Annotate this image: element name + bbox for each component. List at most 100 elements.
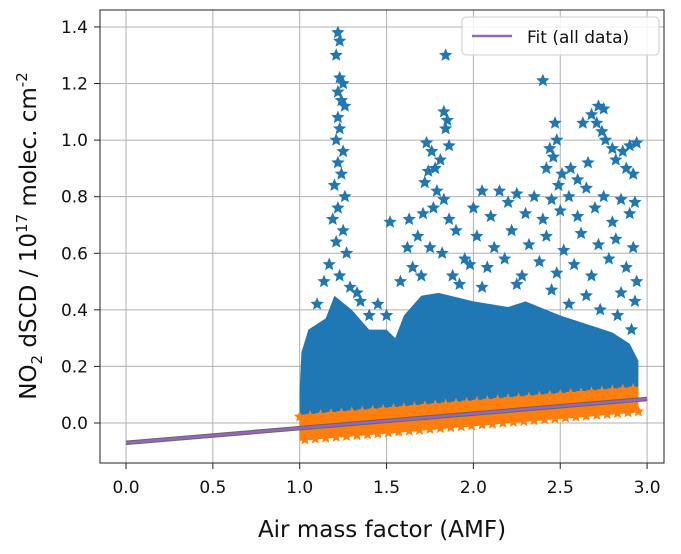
fit-data-point xyxy=(351,429,363,441)
all-data-point xyxy=(402,212,416,225)
all-data-point xyxy=(544,283,559,296)
fit-data-point xyxy=(481,394,493,406)
fit-data-point xyxy=(565,387,577,399)
all-data-point xyxy=(362,308,376,322)
fit-data-point xyxy=(419,400,431,412)
fit-data-point xyxy=(356,405,368,417)
all-data-point xyxy=(548,116,562,129)
all-data-point xyxy=(336,76,350,90)
fit-data-point xyxy=(325,408,337,419)
all-data-point xyxy=(619,161,633,175)
all-data-point xyxy=(553,203,567,217)
all-data-point xyxy=(610,308,625,322)
fit-data-point xyxy=(393,425,405,437)
fit-data-point xyxy=(398,402,410,413)
all-data-point xyxy=(428,161,442,175)
all-data-point xyxy=(435,246,449,259)
x-axis: 0.0 0.5 1.0 1.5 2.0 2.5 3.0 xyxy=(112,463,661,498)
all-data-point xyxy=(426,201,441,214)
all-data-point xyxy=(623,206,637,220)
all-data-point xyxy=(470,229,484,242)
all-data-point xyxy=(371,297,385,310)
all-data-point xyxy=(405,260,420,274)
all-data-point xyxy=(562,297,576,310)
all-data-point xyxy=(498,251,512,265)
all-data-point xyxy=(326,212,340,225)
fit-data-point xyxy=(413,424,426,435)
all-data-point xyxy=(550,266,564,279)
all-data-point xyxy=(551,178,566,191)
all-data-point xyxy=(567,257,581,271)
fit-data-point xyxy=(523,391,535,403)
fit-data-point xyxy=(294,410,306,422)
all-data-point xyxy=(624,322,639,336)
fit-data-point xyxy=(377,403,389,415)
fit-data-point xyxy=(372,427,384,439)
all-data-point xyxy=(579,288,593,302)
all-data-point xyxy=(616,144,630,158)
fit-data-point xyxy=(366,404,379,416)
fit-data-point xyxy=(596,385,608,397)
all-data-point xyxy=(338,189,352,203)
all-data-point xyxy=(574,226,588,240)
fit-data-point xyxy=(617,383,629,395)
plot-frame xyxy=(99,9,665,464)
all-data-point xyxy=(419,135,434,149)
y-tick-label: 0.8 xyxy=(61,188,88,208)
all-data-point xyxy=(437,192,451,206)
x-tick-label: 2.0 xyxy=(460,478,487,498)
fit-data-point xyxy=(575,387,587,398)
all-data-point xyxy=(350,285,364,299)
all-data-point xyxy=(536,73,550,87)
all-data-point xyxy=(466,201,481,214)
all-data-point xyxy=(445,268,460,282)
y-axis: 0.0 0.2 0.4 0.6 0.8 1.0 1.2 1.4 xyxy=(61,18,100,434)
all-data-point xyxy=(628,294,642,307)
all-data-point xyxy=(334,167,348,180)
y-tick-label: 1.0 xyxy=(61,131,88,151)
all-data-point xyxy=(329,48,343,61)
all-data-point xyxy=(562,189,576,203)
all-data-point xyxy=(452,277,467,290)
fit-data-point xyxy=(554,388,566,400)
fit-data-point xyxy=(361,428,374,440)
all-data-point xyxy=(484,209,498,223)
all-data-point xyxy=(437,104,451,118)
all-data-point xyxy=(532,254,547,268)
all-data-point xyxy=(546,150,560,163)
all-data-point xyxy=(439,121,453,135)
all-data-point xyxy=(442,138,456,152)
fit-data-point xyxy=(387,402,400,414)
x-tick-label: 0.0 xyxy=(112,478,139,498)
y-axis-label: NO2 dSCD / 1017 molec. cm-2 xyxy=(13,72,46,400)
y-tick-label: 1.4 xyxy=(61,18,88,38)
all-data-point xyxy=(527,189,541,203)
all-data-point xyxy=(605,215,619,228)
data-marks xyxy=(125,25,648,446)
all-data-point xyxy=(331,85,345,98)
all-data-point xyxy=(626,167,640,180)
all-data-point xyxy=(383,215,397,228)
all-data-point xyxy=(475,184,489,197)
all-data-point xyxy=(418,175,432,189)
fit-data-point xyxy=(601,408,613,420)
all-data-point xyxy=(411,229,425,242)
fit-data-point xyxy=(632,405,645,417)
fit-data-point xyxy=(538,413,551,425)
all-data-point xyxy=(630,274,644,288)
all-data-point xyxy=(628,195,642,208)
x-tick-label: 3.0 xyxy=(634,478,661,498)
all-data-point xyxy=(439,48,453,61)
fit-data-point xyxy=(585,386,598,397)
fit-data-point xyxy=(606,384,619,396)
fit-data-point xyxy=(320,431,332,443)
all-data-point xyxy=(623,138,637,152)
fit-data-point xyxy=(439,398,452,410)
all-data-point xyxy=(331,110,345,124)
fit-data-point xyxy=(309,432,321,444)
all-data-point xyxy=(609,152,623,166)
all-data-point xyxy=(571,172,585,186)
fit-line xyxy=(125,397,648,445)
fit-data-point xyxy=(340,430,353,441)
all-data-point xyxy=(605,141,619,155)
